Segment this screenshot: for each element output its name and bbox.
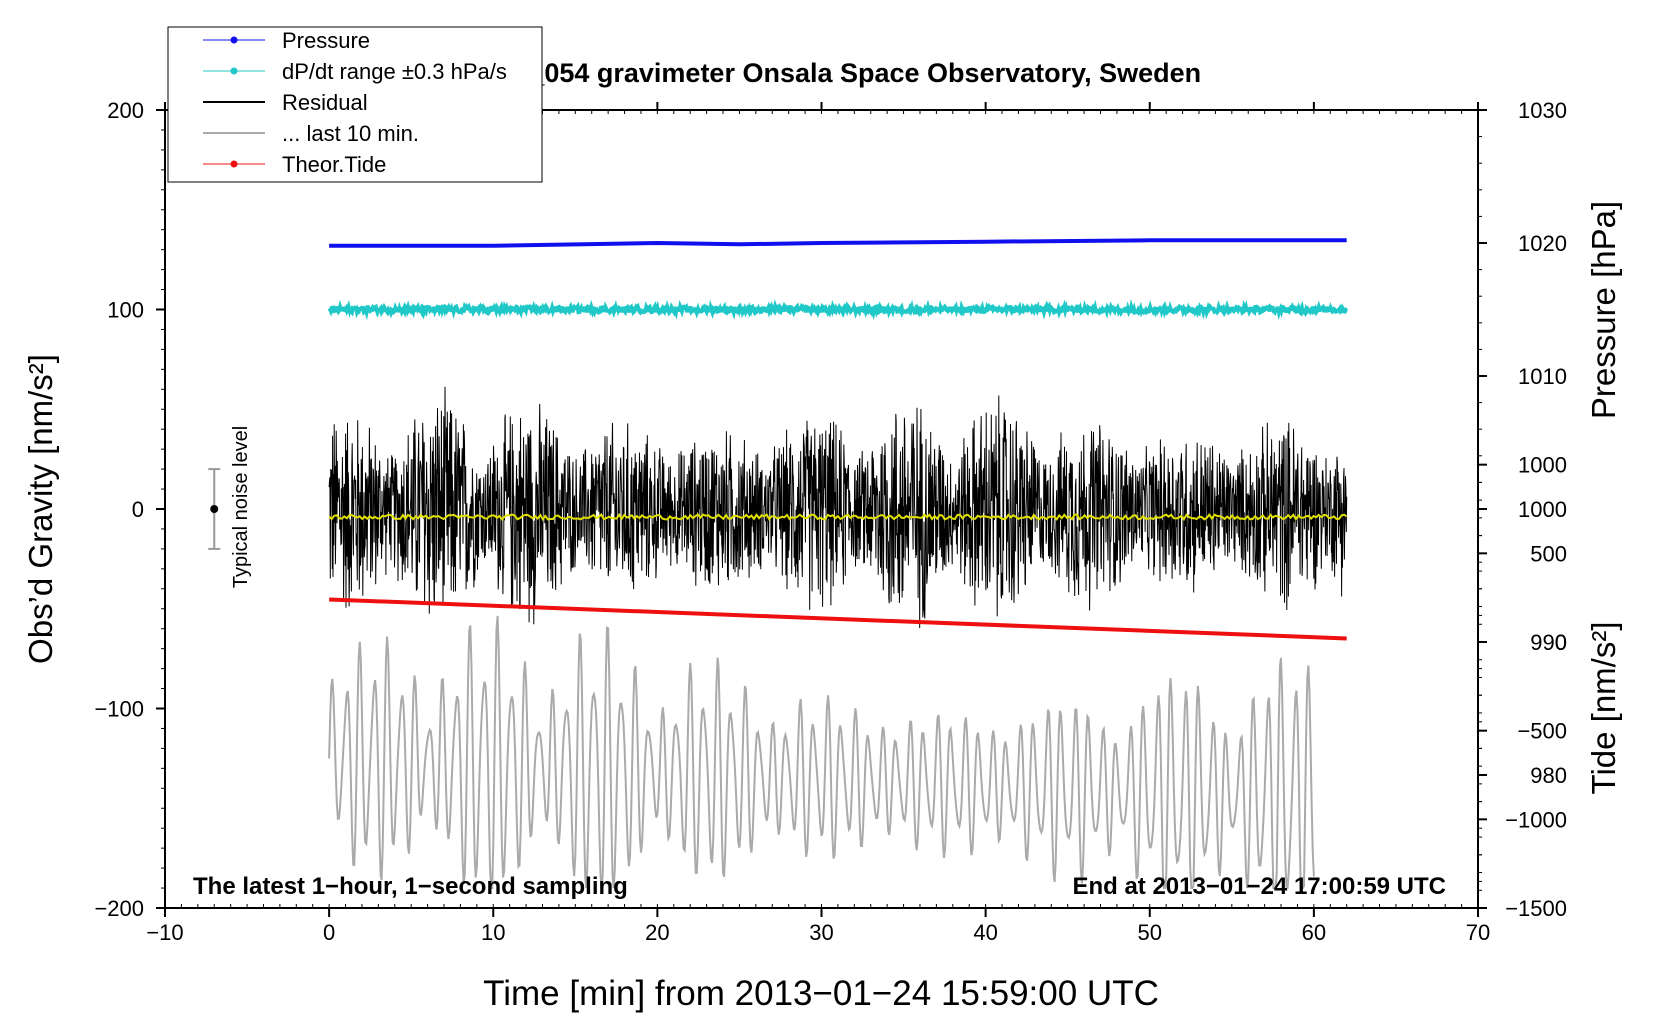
pressure-tick-label: 1000: [1518, 497, 1567, 522]
legend-label: Theor.Tide: [282, 152, 386, 177]
y-tick-label: −100: [94, 697, 144, 722]
legend-label: dP/dt range ±0.3 hPa/s: [282, 59, 507, 84]
legend: Pressure dP/dt range ±0.3 hPa/s Residual..…: [167, 26, 543, 183]
noise-level-dot: [210, 505, 219, 513]
x-tick-label: −10: [146, 920, 183, 945]
pressure-axis-label: Pressure [hPa]: [1585, 201, 1622, 419]
annotation-left: The latest 1−hour, 1−second sampling: [193, 873, 628, 900]
x-tick-label: 60: [1302, 920, 1326, 945]
series-theor-tide: [329, 597, 1347, 641]
series-residual: [328, 386, 1348, 629]
pressure-tick-label: 1030: [1518, 98, 1567, 123]
pressure-tick-label: 1010: [1518, 364, 1567, 389]
tide-axis-label: Tide [nm/s²]: [1585, 622, 1622, 795]
x-tick-label: 40: [973, 920, 997, 945]
legend-marker: [230, 160, 238, 168]
tide-tick-label: −1000: [1505, 807, 1567, 832]
pressure-tick-label: 980: [1530, 763, 1567, 788]
annotation-right: End at 2013−01−24 17:00:59 UTC: [1072, 873, 1446, 900]
legend-marker: [230, 67, 238, 75]
x-ticks: −10 0 10 20 30 40 50 60 70: [146, 102, 1490, 945]
legend-label: Pressure: [282, 28, 370, 53]
legend-label: Residual: [282, 90, 368, 115]
x-tick-label: 70: [1466, 920, 1490, 945]
x-tick-label: 30: [809, 920, 833, 945]
pressure-tick-label: 990: [1530, 630, 1567, 655]
y-ticks: −200 −100 0 100 200: [94, 98, 165, 921]
x-tick-label: 0: [323, 920, 335, 945]
y-tick-label: −200: [94, 896, 144, 921]
tide-tick-label: 0: [1555, 630, 1567, 655]
legend-label: ... last 10 min.: [282, 121, 419, 146]
legend-marker: [230, 36, 238, 44]
series-pressure: [329, 238, 1347, 248]
x-tick-label: 10: [481, 920, 505, 945]
series-dpdt-range: [327, 298, 1349, 321]
y-tick-label: 0: [132, 497, 144, 522]
series-layer: [327, 238, 1349, 889]
tide-tick-label: 500: [1530, 541, 1567, 566]
x-tick-label: 20: [645, 920, 669, 945]
y-tick-label: 200: [107, 98, 144, 123]
pressure-ticks: 980 990 1000 1010 1020 1030: [1478, 98, 1567, 788]
x-tick-label: 50: [1138, 920, 1162, 945]
legend-box: [167, 26, 543, 183]
y-tick-label: 100: [107, 298, 144, 323]
noise-level-label: Typical noise level: [230, 426, 252, 588]
chart-title: SCG_054 gravimeter Onsala Space Observat…: [471, 58, 1201, 88]
series-last-10-min: [328, 615, 1315, 889]
tide-ticks: −1500 −1000 −500 0 500 1000: [1478, 453, 1567, 921]
tide-tick-label: −500: [1517, 719, 1567, 744]
noise-level-marker: Typical noise level: [208, 426, 252, 588]
y-axis-label: Obs’d Gravity [nm/s²]: [22, 354, 59, 664]
x-axis-label: Time [min] from 2013−01−24 15:59:00 UTC: [483, 974, 1159, 1013]
tide-tick-label: 1000: [1518, 453, 1567, 478]
tide-tick-label: −1500: [1505, 896, 1567, 921]
pressure-tick-label: 1020: [1518, 231, 1567, 256]
series-residual-mean: [328, 512, 1348, 522]
